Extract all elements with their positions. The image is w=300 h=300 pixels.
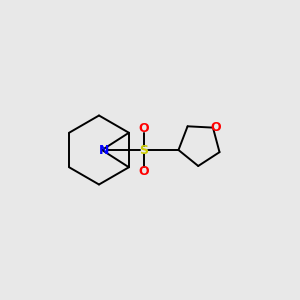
Text: O: O <box>139 165 149 178</box>
Text: N: N <box>99 143 110 157</box>
Text: O: O <box>211 121 221 134</box>
Text: S: S <box>140 143 148 157</box>
Text: O: O <box>139 122 149 135</box>
